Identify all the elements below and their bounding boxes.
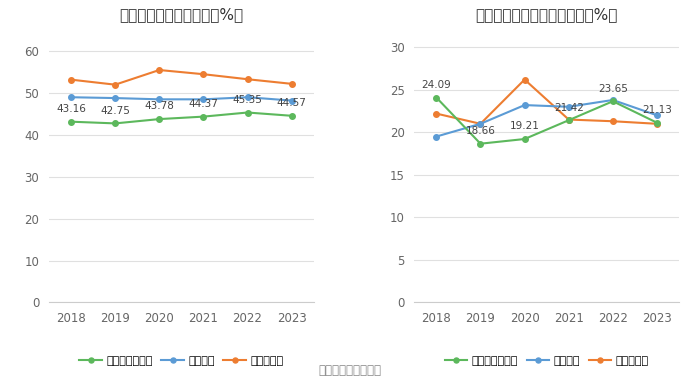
行业均值 xyxy=(520,103,528,107)
Text: 21.42: 21.42 xyxy=(554,102,584,113)
Line: 有息资产负债率: 有息资产负债率 xyxy=(433,95,659,146)
行业均值 xyxy=(652,113,661,118)
行业均值 xyxy=(199,97,208,102)
行业中位数 xyxy=(608,119,617,124)
公司资产负债率 xyxy=(199,115,208,119)
Line: 公司资产负债率: 公司资产负债率 xyxy=(69,110,295,126)
有息资产负债率 xyxy=(520,137,528,141)
行业中位数 xyxy=(244,77,252,82)
Title: 近年来资产负债率情况（%）: 近年来资产负债率情况（%） xyxy=(119,7,244,22)
有息资产负债率 xyxy=(564,118,573,122)
有息资产负债率 xyxy=(432,95,440,100)
Text: 21.13: 21.13 xyxy=(642,105,672,115)
Text: 24.09: 24.09 xyxy=(421,80,452,90)
Legend: 有息资产负债率, 行业均值, 行业中位数: 有息资产负债率, 行业均值, 行业中位数 xyxy=(440,352,653,370)
行业中位数 xyxy=(476,122,484,126)
Text: 43.16: 43.16 xyxy=(56,104,86,114)
行业中位数 xyxy=(564,117,573,122)
有息资产负债率 xyxy=(652,121,661,125)
行业中位数 xyxy=(520,77,528,82)
Text: 23.65: 23.65 xyxy=(598,84,628,93)
行业中位数 xyxy=(199,72,208,76)
Text: 数据来源：恒生聚源: 数据来源：恒生聚源 xyxy=(318,364,382,377)
行业中位数 xyxy=(155,68,164,72)
Line: 行业中位数: 行业中位数 xyxy=(433,77,659,127)
行业均值 xyxy=(564,104,573,109)
Legend: 公司资产负债率, 行业均值, 行业中位数: 公司资产负债率, 行业均值, 行业中位数 xyxy=(75,352,288,370)
Line: 行业均值: 行业均值 xyxy=(69,94,295,103)
Text: 18.66: 18.66 xyxy=(466,126,496,136)
公司资产负债率 xyxy=(155,117,164,121)
Text: 43.78: 43.78 xyxy=(144,101,174,112)
有息资产负债率 xyxy=(608,99,617,104)
Text: 19.21: 19.21 xyxy=(510,121,540,131)
行业均值 xyxy=(155,97,164,102)
Text: 44.57: 44.57 xyxy=(276,98,307,108)
行业均值 xyxy=(67,95,76,99)
行业中位数 xyxy=(652,122,661,126)
公司资产负债率 xyxy=(67,119,76,124)
行业中位数 xyxy=(67,77,76,82)
行业均值 xyxy=(288,98,296,103)
行业均值 xyxy=(244,95,252,99)
公司资产负债率 xyxy=(288,113,296,118)
Text: 45.35: 45.35 xyxy=(232,95,262,105)
公司资产负债率 xyxy=(111,121,120,125)
Text: 42.75: 42.75 xyxy=(100,106,130,116)
Text: 44.37: 44.37 xyxy=(188,99,218,109)
行业中位数 xyxy=(111,82,120,87)
Line: 行业中位数: 行业中位数 xyxy=(69,67,295,87)
行业均值 xyxy=(476,122,484,126)
Title: 近年来有息资产负债率情况（%）: 近年来有息资产负债率情况（%） xyxy=(475,7,618,22)
有息资产负债率 xyxy=(476,141,484,146)
Line: 行业均值: 行业均值 xyxy=(433,97,659,139)
公司资产负债率 xyxy=(244,110,252,115)
行业中位数 xyxy=(288,82,296,86)
行业均值 xyxy=(432,134,440,139)
行业中位数 xyxy=(432,111,440,116)
行业均值 xyxy=(608,98,617,102)
行业均值 xyxy=(111,96,120,100)
